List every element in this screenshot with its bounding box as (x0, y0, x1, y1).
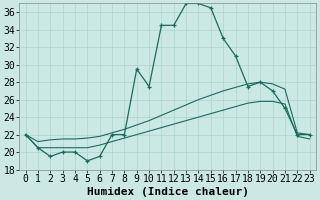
X-axis label: Humidex (Indice chaleur): Humidex (Indice chaleur) (87, 186, 249, 197)
